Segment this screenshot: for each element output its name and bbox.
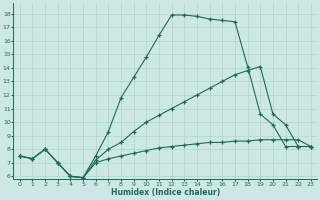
X-axis label: Humidex (Indice chaleur): Humidex (Indice chaleur) [111,188,220,197]
